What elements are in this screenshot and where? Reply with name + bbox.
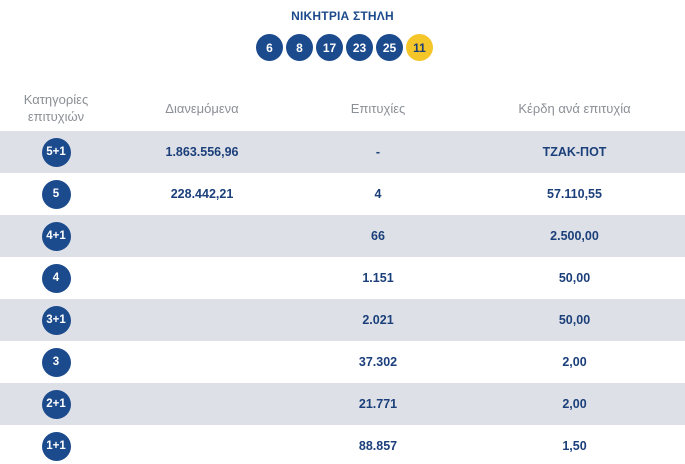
distributed-cell: 1.863.556,96: [112, 131, 292, 173]
prize-cell: 1,50: [464, 425, 685, 464]
number-ball: 23: [346, 34, 373, 61]
prize-table: Κατηγορίες επιτυχιών Διανεμόμενα Επιτυχί…: [0, 85, 685, 464]
category-badge: 3+1: [41, 305, 71, 335]
distributed-cell: [112, 257, 292, 299]
category-badge: 4: [41, 263, 71, 293]
distributed-cell: [112, 341, 292, 383]
number-ball: 25: [376, 34, 403, 61]
column-header-distributed: Διανεμόμενα: [165, 100, 239, 116]
prize-cell: 50,00: [464, 257, 685, 299]
table-header-row: Κατηγορίες επιτυχιών Διανεμόμενα Επιτυχί…: [0, 85, 685, 131]
distributed-cell: [112, 299, 292, 341]
table-row: 1+1 88.857 1,50: [0, 425, 685, 464]
category-badge: 5: [41, 179, 71, 209]
joker-ball: 11: [406, 34, 433, 61]
category-cell: 3+1: [0, 299, 112, 341]
winning-numbers: 6 8 17 23 25 11: [0, 34, 685, 61]
distributed-cell: [112, 215, 292, 257]
column-header-prize: Κέρδη ανά επιτυχία: [518, 100, 631, 116]
number-ball: 6: [256, 34, 283, 61]
prize-cell: 2.500,00: [464, 215, 685, 257]
table-row: 5+1 1.863.556,96 - ΤΖΑΚ-ΠΟΤ: [0, 131, 685, 173]
category-cell: 5: [0, 173, 112, 215]
winners-cell: 88.857: [292, 425, 464, 464]
prize-cell: 2,00: [464, 341, 685, 383]
category-cell: 3: [0, 341, 112, 383]
table-row: 3 37.302 2,00: [0, 341, 685, 383]
column-header-category-line2: επιτυχιών: [27, 109, 85, 124]
table-row: 3+1 2.021 50,00: [0, 299, 685, 341]
column-header-winners: Επιτυχίες: [350, 100, 406, 116]
distributed-cell: 228.442,21: [112, 173, 292, 215]
category-badge: 2+1: [41, 389, 71, 419]
prize-cell: 57.110,55: [464, 173, 685, 215]
prize-cell: ΤΖΑΚ-ΠΟΤ: [464, 131, 685, 173]
table-row: 2+1 21.771 2,00: [0, 383, 685, 425]
column-header-category: Κατηγορίες επιτυχιών: [0, 85, 112, 131]
winners-cell: -: [292, 131, 464, 173]
table-row: 5 228.442,21 4 57.110,55: [0, 173, 685, 215]
distributed-cell: [112, 425, 292, 464]
number-ball: 8: [286, 34, 313, 61]
winners-cell: 66: [292, 215, 464, 257]
column-header-category-line1: Κατηγορίες: [23, 92, 89, 107]
category-cell: 4+1: [0, 215, 112, 257]
winners-cell: 37.302: [292, 341, 464, 383]
number-ball: 17: [316, 34, 343, 61]
category-badge: 1+1: [41, 431, 71, 461]
winners-cell: 1.151: [292, 257, 464, 299]
winning-column-title: ΝΙΚΗΤΡΙΑ ΣΤΗΛΗ: [291, 9, 394, 23]
category-badge: 4+1: [41, 221, 71, 251]
category-badge: 5+1: [41, 137, 71, 167]
category-cell: 5+1: [0, 131, 112, 173]
table-row: 4 1.151 50,00: [0, 257, 685, 299]
category-cell: 4: [0, 257, 112, 299]
winners-cell: 21.771: [292, 383, 464, 425]
table-row: 4+1 66 2.500,00: [0, 215, 685, 257]
category-badge: 3: [41, 347, 71, 377]
winners-cell: 4: [292, 173, 464, 215]
category-cell: 2+1: [0, 383, 112, 425]
distributed-cell: [112, 383, 292, 425]
category-cell: 1+1: [0, 425, 112, 464]
prize-cell: 50,00: [464, 299, 685, 341]
winners-cell: 2.021: [292, 299, 464, 341]
prize-cell: 2,00: [464, 383, 685, 425]
